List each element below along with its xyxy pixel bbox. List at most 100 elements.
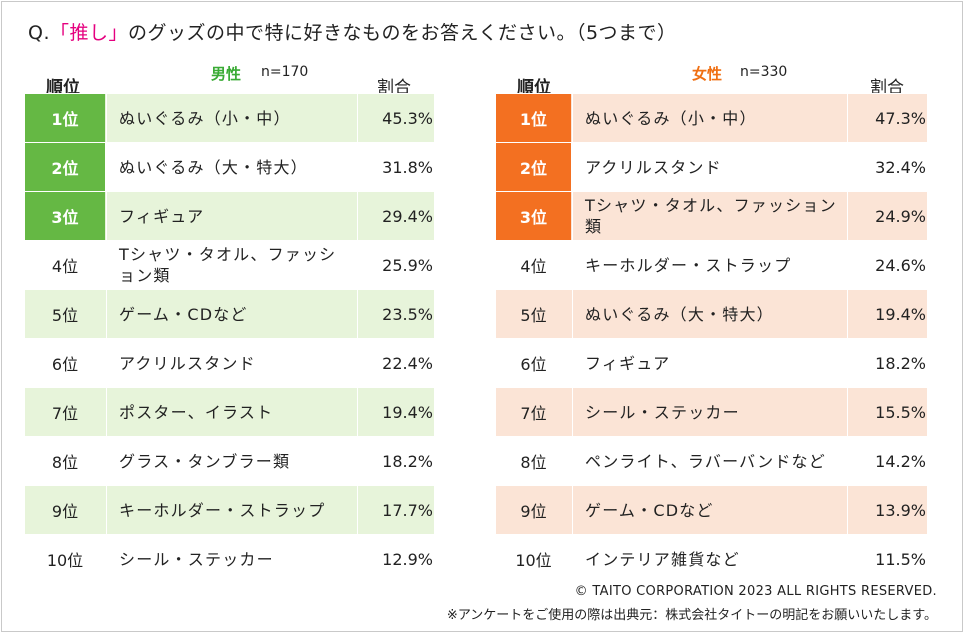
- item-cell: フィギュア: [585, 353, 671, 373]
- percentage-cell: 15.5%: [875, 402, 926, 422]
- column-divider: [357, 143, 358, 191]
- column-divider: [847, 241, 848, 289]
- column-divider: [357, 486, 358, 534]
- table-row: 3位 フィギュア 29.4%: [25, 191, 434, 240]
- column-divider: [357, 241, 358, 289]
- column-divider: [106, 388, 107, 436]
- table-row: 2位 ぬいぐるみ（大・特大） 31.8%: [25, 142, 434, 191]
- male-rows: 1位 ぬいぐるみ（小・中） 45.3% 2位 ぬいぐるみ（大・特大） 31.8% 3位 フィギ…: [25, 93, 434, 583]
- rank-cell: 3位: [25, 192, 105, 240]
- male-table-header: 順位 男性 n=170 割合: [25, 60, 434, 98]
- rank-cell: 2位: [25, 143, 105, 191]
- table-row: 6位 フィギュア 18.2%: [496, 338, 927, 387]
- column-divider: [847, 290, 848, 338]
- column-divider: [847, 192, 848, 240]
- rank-cell: 4位: [520, 257, 547, 276]
- item-cell: ぬいぐるみ（小・中）: [585, 108, 757, 128]
- table-row: 3位 Tシャツ・タオル、ファッション類 24.9%: [496, 191, 927, 240]
- column-divider: [106, 339, 107, 387]
- rank-cell: 9位: [51, 502, 79, 521]
- table-row: 7位 シール・ステッカー 15.5%: [496, 387, 927, 436]
- column-divider: [106, 437, 107, 485]
- item-cell: Tシャツ・タオル、ファッション類: [119, 245, 337, 285]
- table-row: 4位 Tシャツ・タオル、ファッション類 25.9%: [25, 240, 434, 289]
- rank-cell: 4位: [51, 257, 79, 276]
- rank-cell: 5位: [520, 306, 547, 325]
- column-divider: [106, 290, 107, 338]
- table-row: 5位 ゲーム・CDなど 23.5%: [25, 289, 434, 338]
- column-divider: [572, 339, 573, 387]
- usage-note: ※アンケートをご使用の際は出典元：株式会社タイトーの明記をお願いいたします。: [446, 608, 937, 623]
- item-cell: ぬいぐるみ（小・中）: [119, 108, 291, 128]
- column-divider: [572, 192, 573, 240]
- column-divider: [357, 339, 358, 387]
- copyright-notice: © TAITO CORPORATION 2023 ALL RIGHTS RESE…: [574, 584, 937, 599]
- percentage-cell: 31.8%: [382, 157, 433, 177]
- column-divider: [106, 535, 107, 583]
- rank-cell: 8位: [520, 453, 547, 472]
- table-row: 8位 ペンライト、ラバーバンドなど 14.2%: [496, 436, 927, 485]
- column-divider: [357, 192, 358, 240]
- rank-cell: 8位: [51, 453, 79, 472]
- item-cell: アクリルスタンド: [119, 353, 256, 373]
- column-divider: [357, 535, 358, 583]
- column-divider: [572, 241, 573, 289]
- table-row: 8位 グラス・タンブラー類 18.2%: [25, 436, 434, 485]
- percentage-cell: 12.9%: [382, 549, 433, 569]
- percentage-cell: 19.4%: [382, 402, 433, 422]
- column-divider: [106, 192, 107, 240]
- percentage-cell: 24.6%: [875, 255, 926, 275]
- table-row: 2位 アクリルスタンド 32.4%: [496, 142, 927, 191]
- column-divider: [847, 437, 848, 485]
- item-cell: ゲーム・CDなど: [119, 304, 248, 324]
- female-rows: 1位 ぬいぐるみ（小・中） 47.3% 2位 アクリルスタンド 32.4% 3位 Tシャツ・タ…: [496, 93, 927, 583]
- percentage-cell: 14.2%: [875, 451, 926, 471]
- column-divider: [572, 388, 573, 436]
- column-divider: [572, 290, 573, 338]
- rank-cell: 5位: [51, 306, 79, 325]
- item-cell: ぬいぐるみ（大・特大）: [119, 157, 308, 177]
- percentage-cell: 11.5%: [875, 549, 926, 569]
- male-gender-label: 男性: [211, 65, 242, 83]
- rank-cell: 6位: [51, 355, 79, 374]
- rank-cell: 9位: [520, 502, 547, 521]
- column-divider: [847, 535, 848, 583]
- female-table-header: 順位 女性 n=330 割合: [496, 60, 927, 98]
- percentage-cell: 18.2%: [382, 451, 433, 471]
- item-cell: キーホルダー・ストラップ: [119, 500, 326, 520]
- rank-cell: 6位: [520, 355, 547, 374]
- column-divider: [847, 486, 848, 534]
- female-gender-label: 女性: [692, 65, 723, 83]
- table-row: 9位 キーホルダー・ストラップ 17.7%: [25, 485, 434, 534]
- column-divider: [357, 290, 358, 338]
- column-divider: [106, 241, 107, 289]
- percentage-cell: 32.4%: [875, 157, 926, 177]
- table-row: 5位 ぬいぐるみ（大・特大） 19.4%: [496, 289, 927, 338]
- table-row: 7位 ポスター、イラスト 19.4%: [25, 387, 434, 436]
- column-divider: [572, 94, 573, 142]
- column-divider: [847, 143, 848, 191]
- column-divider: [106, 143, 107, 191]
- column-divider: [572, 486, 573, 534]
- percentage-cell: 25.9%: [382, 255, 433, 275]
- percentage-cell: 29.4%: [382, 206, 433, 226]
- table-row: 6位 アクリルスタンド 22.4%: [25, 338, 434, 387]
- column-divider: [847, 388, 848, 436]
- item-cell: シール・ステッカー: [585, 402, 740, 422]
- rank-cell: 1位: [496, 94, 571, 142]
- percentage-cell: 23.5%: [382, 304, 433, 324]
- item-cell: ゲーム・CDなど: [585, 500, 714, 520]
- percentage-cell: 17.7%: [382, 500, 433, 520]
- column-divider: [847, 339, 848, 387]
- question-text: のグッズの中で特に好きなものをお答えください。（5つまで）: [128, 22, 677, 44]
- column-divider: [572, 437, 573, 485]
- percentage-cell: 19.4%: [875, 304, 926, 324]
- rank-cell: 10位: [515, 551, 552, 570]
- rank-cell: 2位: [496, 143, 571, 191]
- male-sample-size: n=170: [261, 64, 309, 80]
- column-divider: [572, 535, 573, 583]
- table-row: 1位 ぬいぐるみ（小・中） 45.3%: [25, 93, 434, 142]
- column-divider: [357, 388, 358, 436]
- female-ranking-table: 順位 女性 n=330 割合 1位 ぬいぐるみ（小・中） 47.3% 2位 アクリルスタ…: [496, 60, 927, 583]
- rank-cell: 7位: [520, 404, 547, 423]
